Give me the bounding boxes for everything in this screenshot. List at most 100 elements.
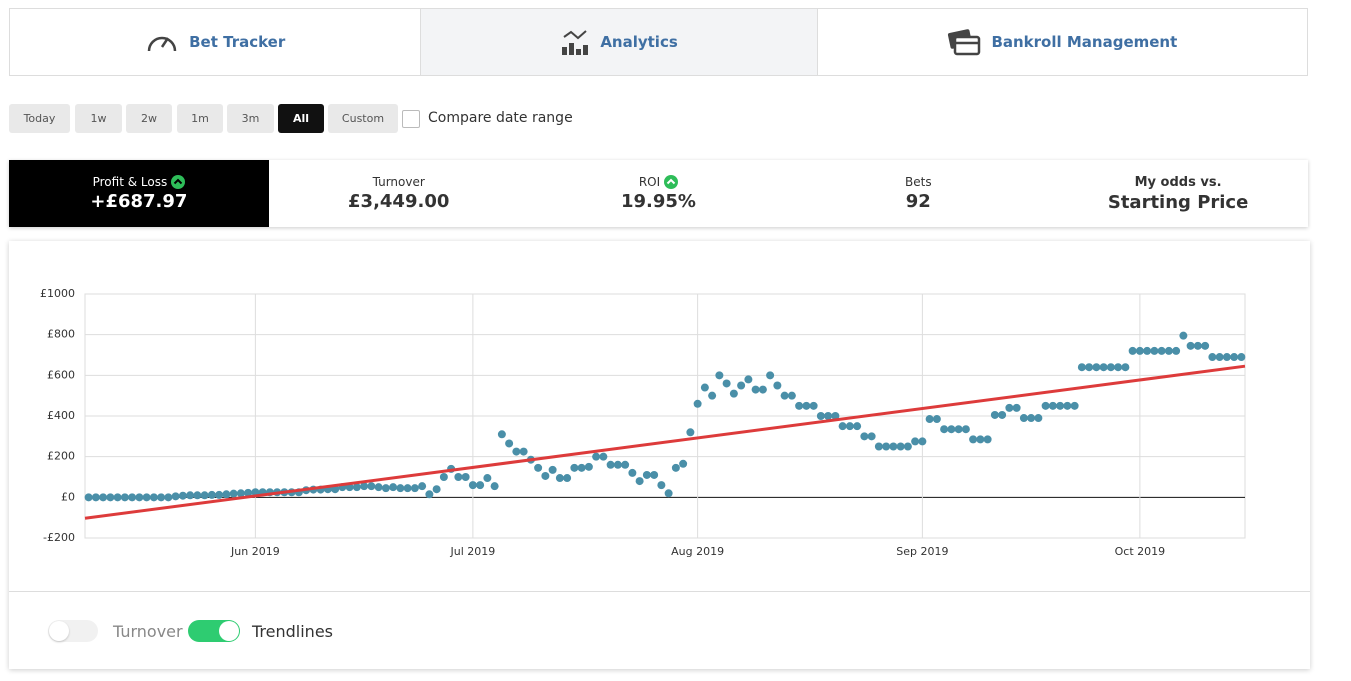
range-button[interactable]: 3m — [227, 104, 274, 133]
analytics-icon — [562, 30, 589, 55]
point — [998, 410, 1007, 419]
point — [845, 422, 854, 431]
point — [171, 492, 180, 501]
point — [700, 383, 709, 392]
stat-value: Starting Price — [1107, 191, 1249, 213]
point — [149, 493, 158, 502]
point — [1019, 414, 1028, 423]
checkbox[interactable] — [402, 110, 420, 128]
range-button[interactable]: 1w — [75, 104, 122, 133]
point — [222, 490, 231, 499]
stat-value: 19.95% — [621, 191, 696, 212]
point — [766, 371, 775, 380]
tab-label: Analytics — [600, 33, 678, 51]
stat[interactable]: Turnover £3,449.00 — [269, 160, 529, 227]
point — [410, 484, 419, 493]
point — [1164, 346, 1173, 355]
point — [889, 442, 898, 451]
range-button[interactable]: 2w — [126, 104, 172, 133]
point — [1085, 363, 1094, 372]
point — [896, 442, 905, 451]
x-tick-label: Sep 2019 — [896, 545, 948, 558]
point — [621, 460, 630, 469]
x-tick-label: Jul 2019 — [449, 545, 495, 558]
tab-label: Bet Tracker — [189, 33, 286, 51]
range-button[interactable]: Custom — [328, 104, 398, 133]
point — [1230, 353, 1239, 362]
point — [439, 473, 448, 481]
stat-value: +£687.97 — [90, 191, 188, 212]
stat[interactable]: My odds vs. Starting Price — [1048, 160, 1308, 227]
point — [374, 483, 383, 492]
point — [1077, 363, 1086, 372]
point — [505, 439, 514, 448]
point — [809, 401, 818, 410]
point — [1143, 346, 1152, 355]
point — [1070, 401, 1079, 410]
point — [519, 447, 528, 456]
point — [468, 481, 477, 490]
point — [476, 481, 485, 490]
point — [824, 412, 833, 420]
point — [1201, 341, 1210, 350]
point — [606, 460, 615, 469]
stat[interactable]: ROI 19.95% — [529, 160, 789, 227]
point — [178, 491, 187, 500]
point — [1193, 341, 1202, 350]
point — [396, 484, 405, 493]
point — [867, 432, 876, 441]
point — [795, 401, 804, 410]
range-button-active[interactable]: All — [278, 104, 324, 133]
stat-label: My odds vs. — [1134, 174, 1222, 190]
point — [628, 468, 637, 477]
range-button[interactable]: 1m — [177, 104, 223, 133]
point — [135, 493, 144, 502]
point — [983, 435, 992, 444]
point — [816, 412, 825, 420]
stat[interactable]: Bets 92 — [788, 160, 1048, 227]
up-icon — [664, 175, 679, 189]
point — [1056, 401, 1065, 410]
toggle-label: Trendlines — [252, 622, 333, 641]
toggle-on[interactable] — [188, 620, 240, 642]
stat-label: Turnover — [372, 175, 425, 189]
wallet-icon — [948, 29, 981, 56]
y-tick-label: £400 — [47, 409, 75, 422]
point — [1005, 403, 1014, 412]
point — [635, 477, 644, 486]
divider — [9, 591, 1310, 592]
point — [737, 381, 746, 390]
point — [512, 447, 521, 456]
toggle-off[interactable] — [48, 620, 98, 642]
tab[interactable]: Bankroll Management — [818, 9, 1307, 75]
point — [229, 489, 238, 498]
up-icon — [171, 175, 186, 189]
point — [1172, 346, 1181, 355]
point — [454, 473, 463, 481]
point — [657, 481, 666, 490]
point — [744, 375, 753, 384]
point — [157, 493, 166, 502]
point — [563, 474, 572, 483]
stat-value: 92 — [905, 191, 931, 212]
range-button[interactable]: Today — [9, 104, 70, 133]
trendline — [84, 364, 1246, 520]
point — [838, 422, 847, 431]
point — [186, 491, 195, 500]
tab[interactable]: Bet Tracker — [10, 9, 422, 75]
tab-active[interactable]: Analytics — [421, 9, 818, 75]
point — [91, 493, 100, 502]
point — [802, 401, 811, 410]
point — [874, 442, 883, 451]
checkbox-label: Compare date range — [428, 110, 573, 126]
point — [882, 442, 891, 451]
point — [106, 493, 115, 502]
point — [1092, 363, 1101, 372]
gauge-icon — [147, 36, 177, 52]
point — [381, 484, 390, 493]
point — [128, 493, 137, 502]
point — [708, 391, 717, 400]
stat-active[interactable]: Profit & Loss +£687.97 — [9, 160, 269, 227]
point — [932, 415, 941, 424]
toggle-label: Turnover — [113, 622, 183, 641]
